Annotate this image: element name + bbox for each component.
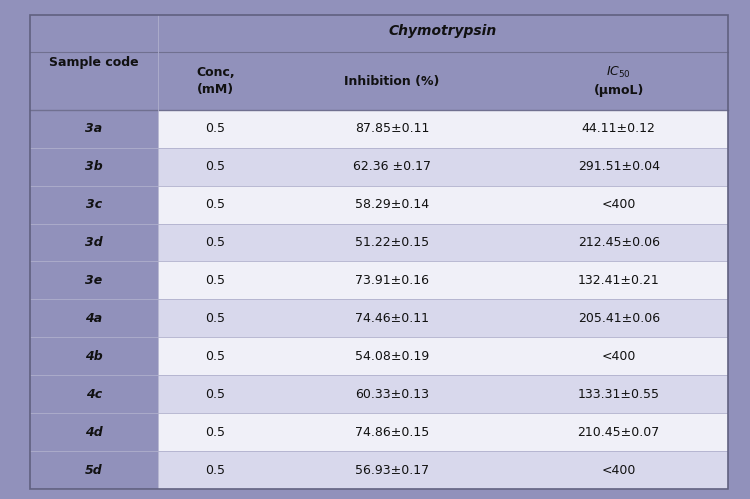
Text: 0.5: 0.5 (206, 198, 226, 211)
Text: 0.5: 0.5 (206, 350, 226, 363)
Text: 0.5: 0.5 (206, 388, 226, 401)
Text: 74.86±0.15: 74.86±0.15 (355, 426, 429, 439)
Bar (158, 375, 728, 413)
Bar (158, 451, 728, 489)
Text: 56.93±0.17: 56.93±0.17 (355, 464, 429, 477)
Text: 3a: 3a (86, 122, 102, 135)
Text: 3d: 3d (85, 236, 103, 249)
Text: 62.36 ±0.17: 62.36 ±0.17 (352, 160, 430, 173)
Text: 5d: 5d (85, 464, 103, 477)
Text: Chymotrypsin: Chymotrypsin (388, 24, 496, 38)
Bar (158, 413, 728, 451)
Text: 3b: 3b (85, 160, 103, 173)
Text: 291.51±0.04: 291.51±0.04 (578, 160, 660, 173)
Text: <400: <400 (602, 198, 636, 211)
Text: 60.33±0.13: 60.33±0.13 (355, 388, 429, 401)
Text: <400: <400 (602, 350, 636, 363)
Text: 210.45±0.07: 210.45±0.07 (578, 426, 660, 439)
Text: 0.5: 0.5 (206, 426, 226, 439)
Text: 51.22±0.15: 51.22±0.15 (355, 236, 429, 249)
Text: 0.5: 0.5 (206, 122, 226, 135)
Text: 0.5: 0.5 (206, 274, 226, 287)
Bar (30, 52, 728, 110)
Text: 3c: 3c (86, 198, 102, 211)
Text: 0.5: 0.5 (206, 160, 226, 173)
Text: 212.45±0.06: 212.45±0.06 (578, 236, 660, 249)
Text: Inhibition (%): Inhibition (%) (344, 74, 439, 88)
Text: 4c: 4c (86, 388, 102, 401)
Text: 44.11±0.12: 44.11±0.12 (582, 122, 656, 135)
Bar (158, 224, 728, 261)
Text: 4d: 4d (85, 426, 103, 439)
Text: <400: <400 (602, 464, 636, 477)
Text: Sample code: Sample code (49, 56, 139, 69)
Text: 4b: 4b (85, 350, 103, 363)
Bar (158, 299, 728, 337)
Text: 0.5: 0.5 (206, 464, 226, 477)
Text: 3e: 3e (85, 274, 102, 287)
Bar (158, 110, 728, 148)
Text: 58.29±0.14: 58.29±0.14 (355, 198, 429, 211)
Text: Conc,
(mM): Conc, (mM) (196, 66, 235, 96)
Text: 132.41±0.21: 132.41±0.21 (578, 274, 660, 287)
Text: 0.5: 0.5 (206, 236, 226, 249)
Bar (158, 148, 728, 186)
Text: 4a: 4a (86, 312, 102, 325)
Bar (158, 337, 728, 375)
Text: 87.85±0.11: 87.85±0.11 (355, 122, 429, 135)
Text: 74.46±0.11: 74.46±0.11 (355, 312, 429, 325)
Text: 205.41±0.06: 205.41±0.06 (578, 312, 660, 325)
Text: $IC_{50}$
(μmoL): $IC_{50}$ (μmoL) (593, 65, 644, 97)
Bar (158, 261, 728, 299)
Text: 133.31±0.55: 133.31±0.55 (578, 388, 660, 401)
Bar (30, 15, 728, 52)
Text: 73.91±0.16: 73.91±0.16 (355, 274, 429, 287)
Text: 54.08±0.19: 54.08±0.19 (355, 350, 429, 363)
Bar (158, 186, 728, 224)
Text: 0.5: 0.5 (206, 312, 226, 325)
